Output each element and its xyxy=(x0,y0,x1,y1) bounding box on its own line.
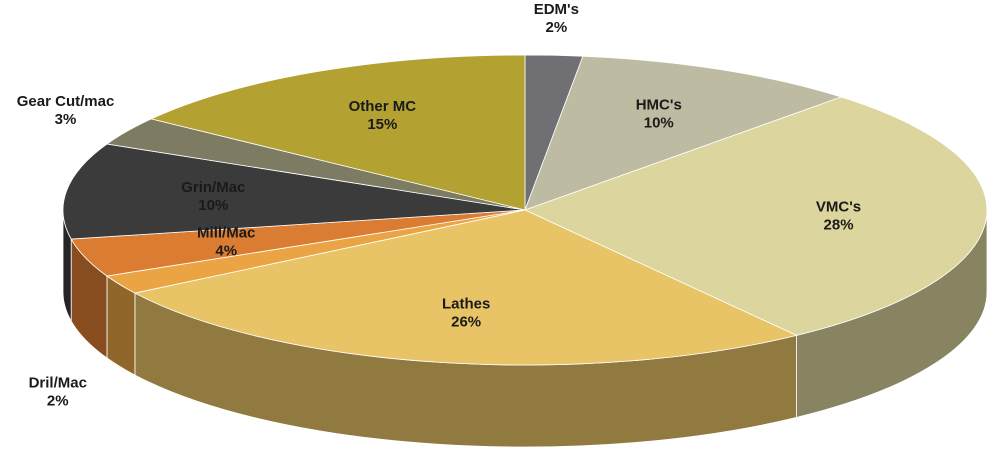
slice-label: EDM's xyxy=(534,1,579,18)
slice-label: VMC's xyxy=(816,199,861,216)
slice xyxy=(523,96,988,336)
slice xyxy=(133,209,798,366)
slice-label: Dril/Mac xyxy=(29,375,87,392)
slice-value: 4% xyxy=(215,243,237,260)
slice-label: Gear Cut/mac xyxy=(17,93,115,110)
slice-value: 28% xyxy=(824,217,854,234)
slice-value: 2% xyxy=(47,393,69,410)
slice-value: 10% xyxy=(198,197,228,214)
slice-label: Other MC xyxy=(349,98,417,115)
slice-value: 15% xyxy=(367,116,397,133)
slice-value: 2% xyxy=(545,19,567,36)
slice xyxy=(524,55,843,211)
slice-label: Mill/Mac xyxy=(197,225,255,242)
slice-label: Lathes xyxy=(442,296,490,313)
slice xyxy=(62,143,526,240)
slice-value: 10% xyxy=(644,115,674,132)
slice-value: 3% xyxy=(55,111,77,128)
slice-value: 26% xyxy=(451,314,481,331)
slice-label: HMC's xyxy=(636,97,682,114)
slice-label: Grin/Mac xyxy=(181,179,245,196)
slice xyxy=(150,54,526,211)
